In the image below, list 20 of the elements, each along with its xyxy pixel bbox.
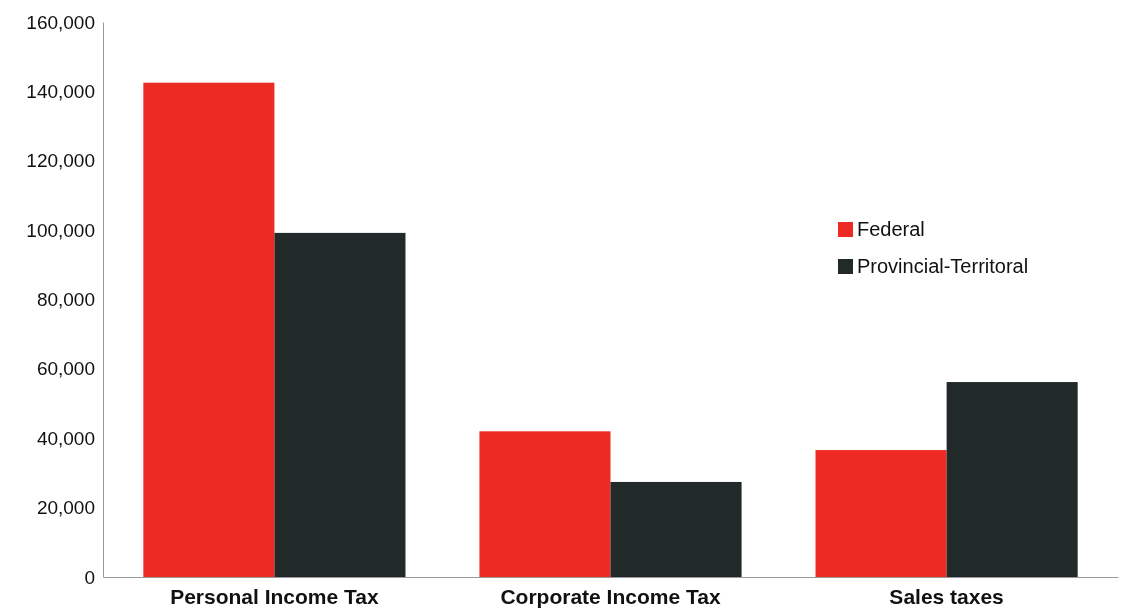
- bar: [610, 481, 742, 577]
- y-tick-label: 0: [84, 566, 95, 588]
- x-tick-label: Sales taxes: [889, 584, 1004, 608]
- y-tick-label: 160,000: [26, 11, 95, 33]
- y-tick-label: 120,000: [26, 150, 95, 172]
- bar: [143, 82, 275, 577]
- legend-label: Provincial-Territoral: [857, 255, 1029, 277]
- y-tick-label: 140,000: [26, 80, 95, 102]
- y-tick-label: 20,000: [36, 497, 95, 519]
- y-tick-label: 80,000: [36, 289, 95, 311]
- y-tick-label: 100,000: [26, 219, 95, 241]
- bar: [946, 382, 1078, 577]
- legend-label: Federal: [857, 218, 925, 240]
- bar: [815, 450, 947, 577]
- bar: [274, 232, 406, 577]
- y-tick-label: 40,000: [36, 427, 95, 449]
- y-tick-label: 60,000: [36, 358, 95, 380]
- x-tick-label: Personal Income Tax: [170, 584, 379, 608]
- bar: [479, 431, 611, 577]
- x-tick-label: Corporate Income Tax: [500, 584, 721, 608]
